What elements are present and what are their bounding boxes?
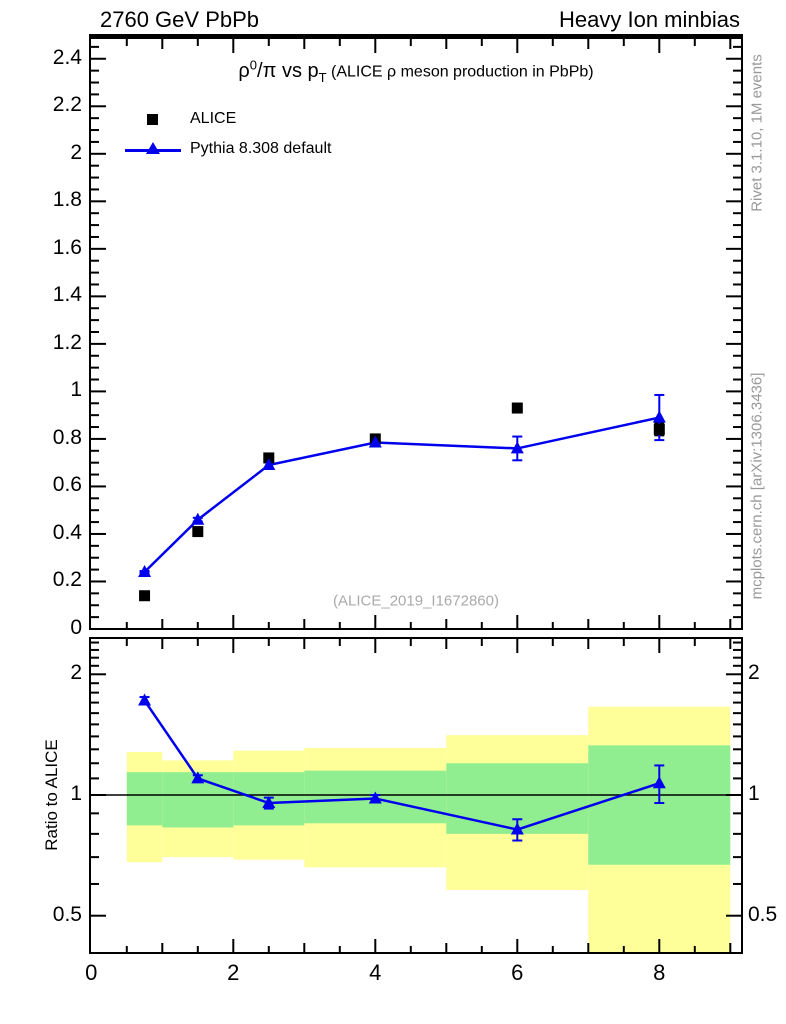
ratio-y-tick-label-right: 2 [748,661,760,685]
x-axis-ticks [125,39,732,629]
pythia-triangle-icon [146,142,160,154]
title-main: ρ0/π vs pT [238,57,327,85]
ratio-y-tick-label: 0.5 [52,902,82,926]
main-y-ticks [91,45,741,619]
analysis-watermark: (ALICE_2019_I1672860) [333,592,499,610]
mcplots-arxiv-note: mcplots.cern.ch [arXiv:1306.3436] [748,372,766,600]
x-tick-label: 4 [369,960,382,985]
ratio-y-tick-label: 1 [70,782,82,805]
main-y-tick-label: 1.2 [52,330,82,354]
ratio-markers [138,693,666,835]
main-y-tick-label: 0.8 [52,425,82,449]
legend-label-pythia: Pythia 8.308 default [190,140,332,157]
pythia-markers [138,410,666,577]
main-y-tick-label: 1 [70,378,82,402]
main-plot-panel [89,34,743,630]
ratio-line [143,699,660,831]
rivet-version-note: Rivet 3.1.10, 1M events [748,54,766,212]
main-y-tick-label: 2.2 [52,93,82,117]
ratio-y-ticks [91,641,741,917]
pythia-line [143,416,660,573]
main-y-tick-label: 0.4 [52,520,82,544]
x-tick-label: 6 [511,960,524,985]
main-y-tick-label: 0 [70,616,82,639]
main-y-tick-label: 2.4 [52,45,82,69]
legend-label-alice: ALICE [190,110,237,127]
main-y-tick-label: 1.8 [52,188,82,212]
x-axis-ticks [125,639,732,953]
legend-item-pythia: Pythia 8.308 default [120,139,380,163]
legend-item-alice: ALICE [120,109,380,133]
x-tick-label: 0 [85,960,98,985]
ratio-axis-title: Ratio to ALICE [42,739,61,851]
alice-square-icon [147,114,158,125]
ratio-plot-panel [89,637,743,954]
ratio-y-tick-label-right: 1 [748,782,760,805]
header-process-name: Heavy Ion minbias [559,7,740,32]
x-tick-label: 2 [227,960,240,985]
ratio-y-tick-label: 2 [70,661,82,685]
main-y-tick-label: 1.4 [52,283,82,307]
header-beam-energy: 2760 GeV PbPb [100,7,260,32]
title-subtitle: (ALICE ρ meson production in PbPb) [326,63,594,81]
main-y-tick-label: 0.2 [52,568,82,592]
plot-title: ρ0/π vs pT (ALICE ρ meson production in … [90,57,742,85]
main-y-tick-label: 2 [70,140,82,164]
ratio-y-tick-label-right: 0.5 [748,902,778,926]
main-y-tick-label: 1.6 [52,235,82,259]
main-y-tick-label: 0.6 [52,473,82,497]
x-tick-label: 8 [653,960,666,985]
